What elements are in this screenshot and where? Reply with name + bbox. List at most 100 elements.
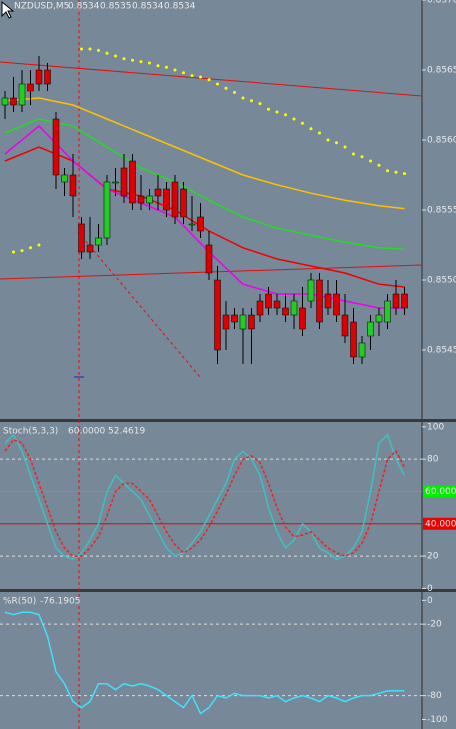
candle-body <box>44 69 51 85</box>
candle-body <box>52 118 60 176</box>
sar-dot <box>173 68 177 72</box>
sar-dot <box>233 90 236 94</box>
cursor <box>1 0 15 19</box>
sar-dot <box>267 107 270 111</box>
sar-dot <box>258 102 262 106</box>
candle-body <box>86 244 94 253</box>
indicator-line <box>4 438 406 557</box>
indicator-title: %R(50) <box>3 597 36 607</box>
moving-average <box>4 97 405 210</box>
candle-body <box>401 293 408 309</box>
candle-body <box>205 244 213 274</box>
sar-dot <box>190 74 194 78</box>
candle-body <box>112 181 119 184</box>
quote-value: 0.8535 <box>100 2 132 12</box>
candle-body <box>316 279 323 323</box>
sar-dot <box>335 141 338 145</box>
sar-dot <box>37 243 41 247</box>
candle-body <box>392 293 400 309</box>
candle-body <box>18 83 26 106</box>
sar-dot <box>318 131 321 135</box>
sar-dot <box>360 155 364 159</box>
candle-body <box>282 307 289 316</box>
y-tick-label: 0.8550 <box>427 276 456 286</box>
sar-dot <box>131 58 134 62</box>
candle-body <box>222 314 230 330</box>
sar-dot <box>156 64 160 68</box>
sar-dot <box>309 127 313 131</box>
level-label: 40.0000 <box>425 519 456 529</box>
candle-body <box>103 181 111 239</box>
sar-dot <box>80 47 83 51</box>
sar-dot <box>216 82 219 86</box>
sar-dot <box>12 250 15 254</box>
sar-dot <box>182 71 185 75</box>
candle-body <box>358 342 366 358</box>
candle-body <box>78 223 85 253</box>
moving-average <box>4 118 405 250</box>
candle-body <box>154 188 162 197</box>
sar-dot <box>97 48 100 52</box>
candle-body <box>27 83 34 92</box>
sar-dot <box>284 113 287 117</box>
sar-dot <box>29 246 32 250</box>
candle-body <box>307 279 315 302</box>
y-tick-label: 80 <box>427 455 439 465</box>
y-tick-label: 0 <box>427 584 433 594</box>
quote-value: 0.8534 <box>132 2 164 12</box>
candle-body <box>137 195 145 204</box>
indicator-title: Stoch(5,3,3) <box>3 427 58 437</box>
sar-dot <box>343 145 347 149</box>
sar-dot <box>352 152 355 156</box>
y-tick-label: 0.8560 <box>427 136 456 146</box>
sar-dot <box>148 61 151 65</box>
sar-dot <box>292 117 296 121</box>
candle-body <box>350 321 357 358</box>
y-tick-label: 0.8565 <box>427 66 456 76</box>
indicator-readout: 52.4619 <box>108 427 145 437</box>
candle-body <box>10 97 17 106</box>
candle-body <box>188 223 196 226</box>
sar-dot <box>88 47 92 51</box>
candle-body <box>333 293 340 316</box>
y-tick-label: 0 <box>427 596 433 606</box>
candle-body <box>231 314 238 323</box>
sar-dot <box>403 172 406 176</box>
candle-body <box>375 314 383 323</box>
level-label: 60.0000 <box>425 487 456 497</box>
sar-dot <box>139 60 143 64</box>
candle-body <box>214 279 221 351</box>
candle-body <box>120 167 128 197</box>
trendline <box>77 231 201 378</box>
indicator-line <box>4 433 406 561</box>
sar-dot <box>250 99 253 103</box>
candle-body <box>197 216 204 232</box>
sar-dot <box>275 110 279 114</box>
sar-dot <box>199 75 202 79</box>
y-tick-label: 100 <box>427 422 444 432</box>
y-tick-label: 0.8545 <box>427 346 456 356</box>
candle-body <box>35 69 43 85</box>
candle-body <box>146 195 153 204</box>
indicator-line <box>4 611 405 715</box>
quote-value: 0.8534 <box>68 2 100 12</box>
level-label-bg <box>423 517 456 530</box>
candle-body <box>1 97 9 106</box>
candle-body <box>95 237 102 246</box>
candle-body <box>171 181 179 218</box>
sar-dot <box>105 51 109 55</box>
candle-body <box>256 300 264 316</box>
sar-dot <box>394 170 398 174</box>
level-label-bg <box>423 485 456 498</box>
sar-dot <box>122 57 126 61</box>
candle-body <box>384 300 391 323</box>
panel-separator <box>0 419 456 422</box>
y-tick-label: 0.8555 <box>427 206 456 216</box>
sar-dot <box>207 78 211 82</box>
symbol-title: NZDUSD,M5 <box>14 2 69 12</box>
candle-body <box>341 314 349 337</box>
y-tick-label: 0.8570 <box>427 0 456 6</box>
trendline <box>0 61 423 97</box>
sar-dot <box>369 159 372 163</box>
